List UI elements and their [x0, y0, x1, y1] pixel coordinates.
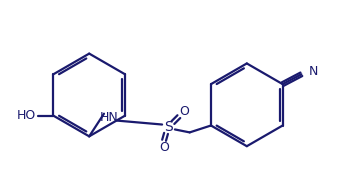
Text: HO: HO [17, 109, 36, 122]
Text: N: N [309, 65, 318, 78]
Text: HN: HN [99, 111, 118, 124]
Text: S: S [164, 121, 173, 134]
Text: O: O [179, 105, 189, 118]
Text: O: O [159, 141, 169, 154]
